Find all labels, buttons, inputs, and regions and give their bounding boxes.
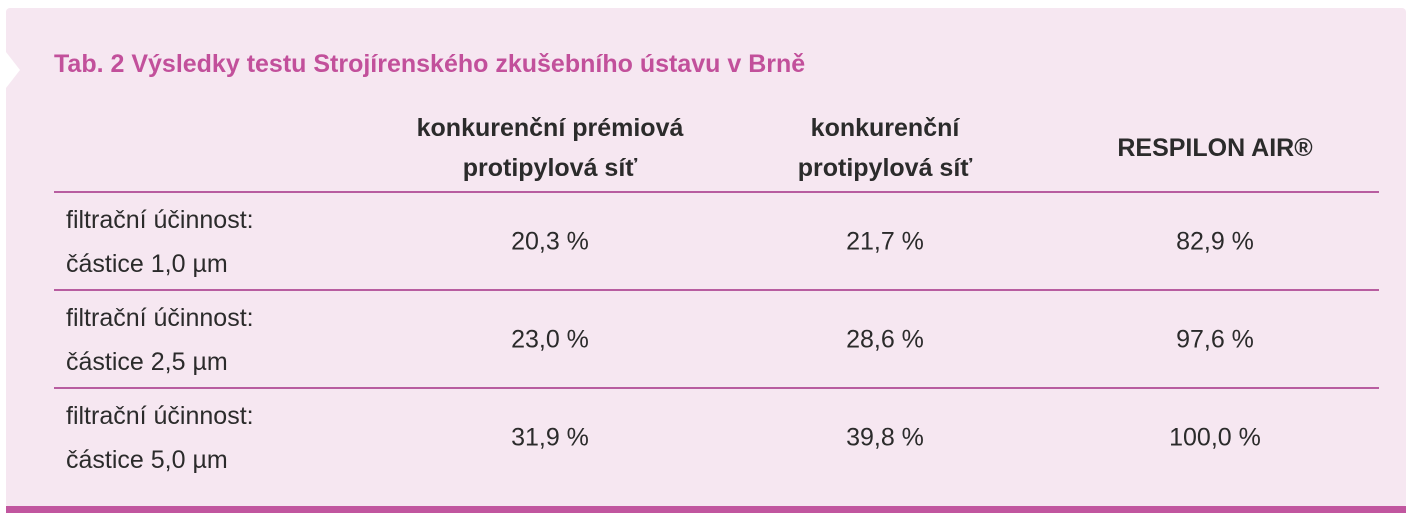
table-cell: 31,9 % — [511, 423, 589, 452]
table-cell: 23,0 % — [511, 325, 589, 354]
column-header-competitor: konkurenční protipylová síť — [730, 106, 1040, 190]
table-panel — [6, 8, 1406, 508]
row-label-line: částice 2,5 µm — [66, 348, 228, 376]
table-title: Tab. 2 Výsledky testu Strojírenského zku… — [54, 50, 806, 78]
table-row: filtrační účinnost: částice 5,0 µm 31,9 … — [54, 390, 1379, 486]
table-cell: 82,9 % — [1176, 227, 1254, 256]
row-label-line: filtrační účinnost: — [66, 304, 254, 332]
row-divider — [54, 289, 1379, 291]
row-label-line: filtrační účinnost: — [66, 402, 254, 430]
row-label-line: částice 1,0 µm — [66, 250, 228, 278]
row-label: filtrační účinnost: částice 1,0 µm — [66, 198, 254, 286]
column-header-line: RESPILON AIR® — [1117, 134, 1313, 162]
column-header-line: protipylová síť — [797, 154, 973, 182]
table-cell: 21,7 % — [846, 227, 924, 256]
column-header-premium-competitor: konkurenční prémiová protipylová síť — [380, 106, 720, 190]
table-cell: 39,8 % — [846, 423, 924, 452]
header-divider — [54, 191, 1379, 193]
panel-notch — [6, 52, 20, 88]
table-cell: 97,6 % — [1176, 325, 1254, 354]
table-cell: 28,6 % — [846, 325, 924, 354]
row-label: filtrační účinnost: částice 5,0 µm — [66, 394, 254, 482]
column-header-line: konkurenční prémiová — [416, 114, 684, 142]
column-header-line: konkurenční — [810, 114, 960, 142]
row-label-line: filtrační účinnost: — [66, 206, 254, 234]
bottom-accent-bar — [6, 506, 1406, 513]
row-label: filtrační účinnost: částice 2,5 µm — [66, 296, 254, 384]
table-row: filtrační účinnost: částice 1,0 µm 20,3 … — [54, 194, 1379, 290]
table-cell: 20,3 % — [511, 227, 589, 256]
row-label-line: částice 5,0 µm — [66, 446, 228, 474]
table-cell: 100,0 % — [1169, 423, 1261, 452]
column-header-respilon: RESPILON AIR® — [1060, 106, 1370, 190]
row-divider — [54, 387, 1379, 389]
column-header-line: protipylová síť — [462, 154, 638, 182]
table-row: filtrační účinnost: částice 2,5 µm 23,0 … — [54, 292, 1379, 388]
